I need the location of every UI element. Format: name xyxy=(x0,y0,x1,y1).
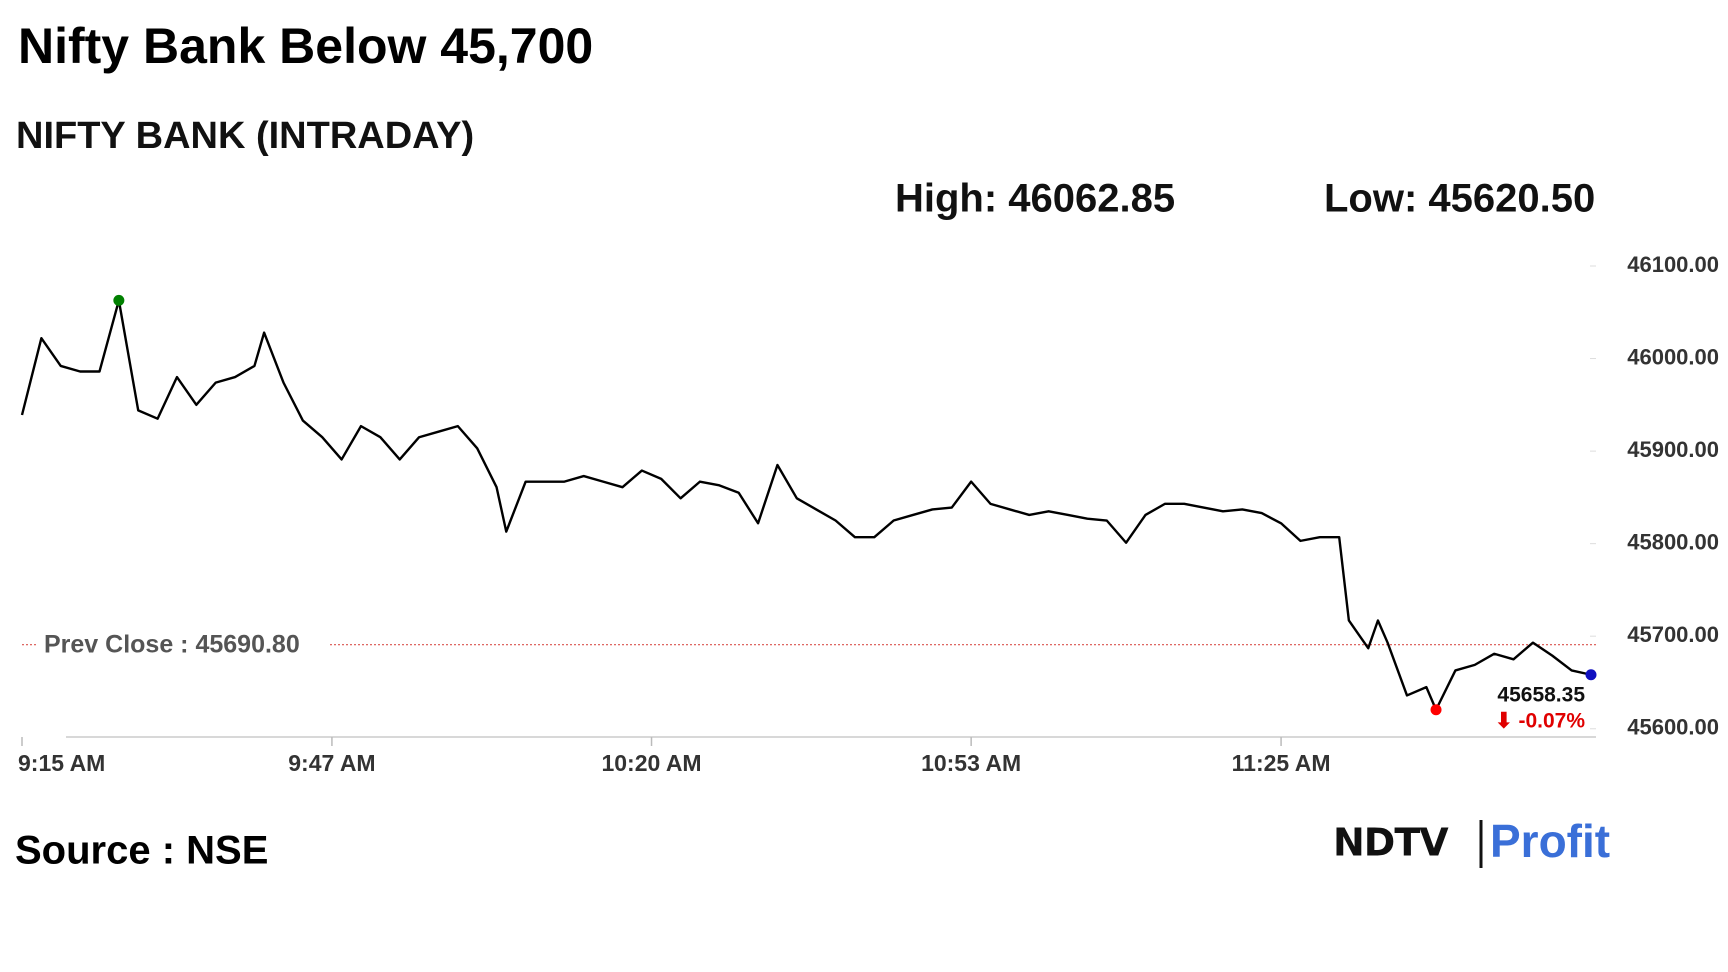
prev-close-bg xyxy=(36,628,328,661)
source: Source : NSE xyxy=(15,829,268,873)
low-marker xyxy=(1430,704,1442,716)
change-label: ⬇ -0.07% xyxy=(1495,709,1585,732)
y-tick-label: 45900.00 xyxy=(1627,437,1719,462)
last-marker xyxy=(1585,669,1597,681)
x-tick-label: 9:47 AM xyxy=(288,750,375,776)
last-value-label: 45658.35 xyxy=(1497,683,1585,706)
price-line xyxy=(20,299,1592,711)
low-label: Low: 45620.50 xyxy=(1324,177,1595,221)
logo-profit: Profit xyxy=(1490,815,1610,867)
high-marker xyxy=(113,294,125,306)
x-tick-label: 10:53 AM xyxy=(921,750,1021,776)
chart-subtitle: NIFTY BANK (INTRADAY) xyxy=(16,115,474,157)
chart-title: Nifty Bank Below 45,700 xyxy=(18,18,593,74)
x-tick-label: 9:15 AM xyxy=(18,750,105,776)
x-tick-label: 10:20 AM xyxy=(601,750,701,776)
high-label: High: 46062.85 xyxy=(895,177,1175,221)
logo: NDTV Profit xyxy=(1333,815,1610,868)
y-tick-label: 46000.00 xyxy=(1627,344,1719,369)
y-tick-label: 45600.00 xyxy=(1627,715,1719,740)
y-tick-label: 45800.00 xyxy=(1627,529,1719,554)
logo-ndtv: NDTV xyxy=(1333,821,1449,865)
x-tick-label: 11:25 AM xyxy=(1232,750,1331,776)
prev-close-label: Prev Close : 45690.80 xyxy=(44,630,300,658)
y-tick-label: 46100.00 xyxy=(1627,252,1719,277)
y-tick-label: 45700.00 xyxy=(1627,622,1719,647)
